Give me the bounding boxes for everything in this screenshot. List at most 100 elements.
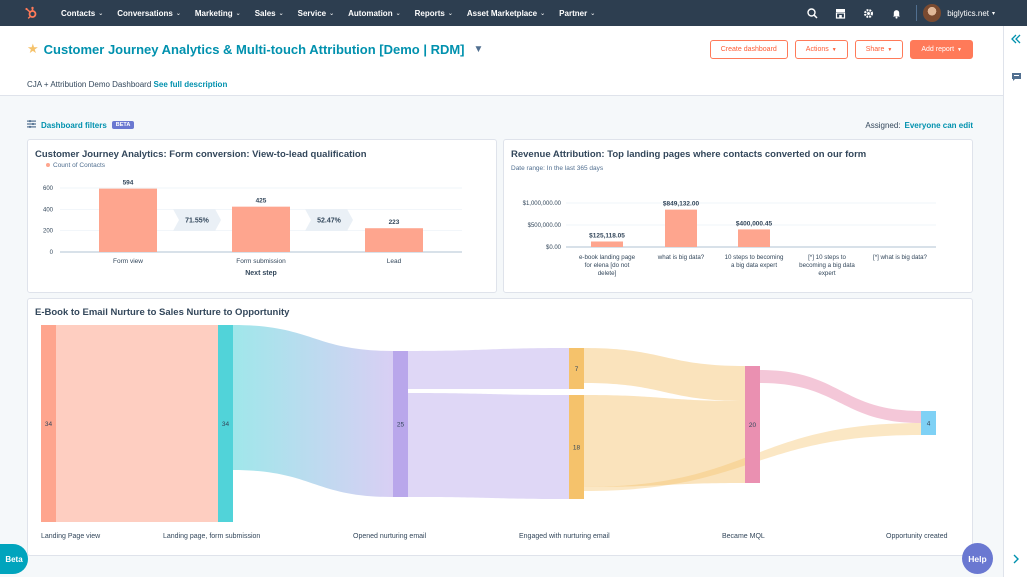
sankey-node-value: 18 xyxy=(573,445,581,452)
share-button[interactable]: Share ▼ xyxy=(854,40,904,59)
nav-item-sales[interactable]: Sales ⌄ xyxy=(248,9,291,18)
top-navigation: Contacts ⌄ Conversations ⌄ Marketing ⌄ Sales ⌄ S… xyxy=(0,0,1027,26)
report-title: E-Book to Email Nurture to Sales Nurture… xyxy=(35,307,290,318)
x-tick-label: Form view xyxy=(113,258,143,265)
add-report-button[interactable]: Add report ▼ xyxy=(910,40,973,59)
account-menu[interactable]: biglytics.net ▾ xyxy=(947,9,995,18)
sankey-flow[interactable] xyxy=(233,325,393,497)
bar[interactable] xyxy=(738,229,770,247)
sankey-node-value: 20 xyxy=(749,422,757,429)
x-tick-label: 10 steps to becoming xyxy=(725,254,784,261)
bar[interactable] xyxy=(232,206,290,252)
sankey-node[interactable] xyxy=(921,411,936,435)
sankey-stage-label: Became MQL xyxy=(722,533,765,540)
y-tick-label: $500,000.00 xyxy=(528,223,562,229)
nav-item-label: Contacts xyxy=(61,8,96,18)
actions-button[interactable]: Actions ▼ xyxy=(794,40,848,59)
avatar[interactable] xyxy=(923,4,942,22)
help-button[interactable]: Help xyxy=(962,543,993,574)
assigned-permissions: Assigned: Everyone can edit xyxy=(865,121,973,130)
sankey-node[interactable] xyxy=(218,325,233,522)
dashboard-filters-link[interactable]: Dashboard filters xyxy=(41,120,107,130)
x-tick-label: [*] what is big data? xyxy=(873,254,928,261)
sankey-flow[interactable] xyxy=(760,370,921,423)
bell-icon[interactable] xyxy=(882,0,910,26)
report-card-revenue-attribution[interactable]: Revenue Attribution: Top landing pages w… xyxy=(503,139,973,293)
report-card-form-conversion[interactable]: Customer Journey Analytics: Form convers… xyxy=(27,139,497,293)
nav-menu: Contacts ⌄ Conversations ⌄ Marketing ⌄ Sales ⌄ S… xyxy=(54,0,602,26)
dashboard-switcher-caret-icon[interactable]: ▼ xyxy=(473,43,484,55)
assigned-value-link[interactable]: Everyone can edit xyxy=(904,121,973,130)
chevron-down-icon: ▼ xyxy=(957,46,962,53)
nav-item-service[interactable]: Service ⌄ xyxy=(291,9,342,18)
sankey-flow[interactable] xyxy=(408,393,569,499)
x-tick-label: [*] 10 steps to xyxy=(808,254,846,261)
nav-item-marketing[interactable]: Marketing ⌄ xyxy=(188,9,248,18)
report-date-range: Date range: In the last 365 days xyxy=(511,165,604,172)
bar[interactable] xyxy=(665,209,697,247)
legend-label: Count of Contacts xyxy=(53,162,106,169)
hubspot-logo-icon[interactable] xyxy=(18,0,44,26)
assigned-label: Assigned: xyxy=(865,121,901,130)
sankey-flow[interactable] xyxy=(584,348,745,401)
report-title: Revenue Attribution: Top landing pages w… xyxy=(511,149,867,160)
header-actions: Create dashboard Actions ▼ Share ▼ Add rep… xyxy=(709,40,973,59)
filter-icon[interactable] xyxy=(27,120,36,130)
nav-item-asset-marketplace[interactable]: Asset Marketplace ⌄ xyxy=(460,9,552,18)
x-tick-label: becoming a big data xyxy=(799,262,855,269)
sankey-stage-label: Landing page, form submission xyxy=(163,533,261,540)
nav-item-automation[interactable]: Automation ⌄ xyxy=(341,9,407,18)
sankey-node-value: 25 xyxy=(397,422,405,429)
y-tick-label: $1,000,000.00 xyxy=(523,201,562,207)
sankey-stage-label: Engaged with nurturing email xyxy=(519,533,610,540)
beta-button[interactable]: Beta xyxy=(0,544,28,574)
sankey-node[interactable] xyxy=(41,325,56,522)
add-report-label: Add report xyxy=(921,46,955,53)
collapse-double-chevron-icon[interactable] xyxy=(1004,34,1027,44)
chat-icon[interactable] xyxy=(1004,72,1027,82)
x-tick-label: expert xyxy=(818,270,835,277)
bar[interactable] xyxy=(365,228,423,252)
data-label: $400,000.45 xyxy=(736,220,773,227)
dashboard-filters: Dashboard filters BETA xyxy=(27,120,135,130)
y-tick-label: $0.00 xyxy=(546,245,562,251)
search-icon[interactable] xyxy=(798,0,826,26)
sankey-flow[interactable] xyxy=(408,348,569,389)
conversion-rate-label: 71.55% xyxy=(185,218,210,225)
chevron-down-icon: ⌄ xyxy=(235,10,241,17)
title-row: ★ Customer Journey Analytics & Multi-tou… xyxy=(27,41,483,57)
sankey-node[interactable] xyxy=(569,395,584,499)
marketplace-icon[interactable] xyxy=(826,0,854,26)
revenue-attribution-bar-chart: $1,000,000.00 $500,000.00 $0.00 $125,118.05… xyxy=(523,201,936,277)
sankey-stage-label: Opened nurturing email xyxy=(353,533,427,540)
star-favorite-icon[interactable]: ★ xyxy=(27,41,39,56)
actions-label: Actions xyxy=(805,46,829,53)
x-tick-label: for elena [do not xyxy=(585,262,630,269)
nav-item-partner[interactable]: Partner ⌄ xyxy=(552,9,602,18)
chevron-down-icon: ▾ xyxy=(991,10,995,17)
y-tick-label: 400 xyxy=(43,207,54,213)
sankey-node[interactable] xyxy=(745,366,760,483)
chevron-down-icon: ⌄ xyxy=(98,10,104,17)
see-full-description-link[interactable]: See full description xyxy=(153,80,228,89)
nav-item-conversations[interactable]: Conversations ⌄ xyxy=(110,9,188,18)
nav-item-reports[interactable]: Reports ⌄ xyxy=(408,9,460,18)
nav-right: biglytics.net ▾ xyxy=(798,0,1027,26)
sankey-stage-label: Opportunity created xyxy=(886,533,948,540)
conversion-rate-chevron xyxy=(173,209,221,231)
chevron-down-icon: ⌄ xyxy=(590,10,596,17)
sankey-flow[interactable] xyxy=(584,395,745,487)
create-dashboard-button[interactable]: Create dashboard xyxy=(709,40,788,59)
sankey-flow[interactable] xyxy=(56,325,218,522)
x-tick-label: Form submission xyxy=(236,258,286,265)
gear-icon[interactable] xyxy=(854,0,882,26)
bar[interactable] xyxy=(591,241,623,247)
chevron-down-icon: ▼ xyxy=(887,46,893,53)
sankey-node[interactable] xyxy=(393,351,408,497)
conversion-rate-label: 52.47% xyxy=(317,218,342,225)
nav-item-contacts[interactable]: Contacts ⌄ xyxy=(54,9,110,18)
sankey-node[interactable] xyxy=(569,348,584,389)
expand-chevron-icon[interactable] xyxy=(1004,554,1027,564)
report-card-sankey[interactable]: E-Book to Email Nurture to Sales Nurture… xyxy=(27,298,973,556)
bar[interactable] xyxy=(99,188,157,252)
